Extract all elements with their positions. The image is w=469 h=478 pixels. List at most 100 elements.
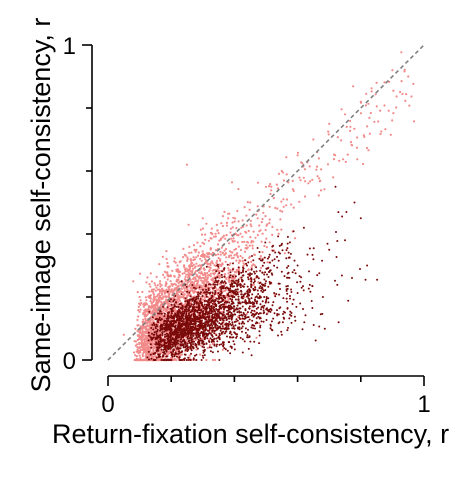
dark-series-point xyxy=(252,305,255,308)
dark-series-point xyxy=(278,244,281,247)
dark-series-point xyxy=(215,308,218,310)
dark-series-point xyxy=(259,269,262,272)
light-series-point xyxy=(223,210,226,213)
light-series-point xyxy=(148,325,151,328)
dark-series-point xyxy=(185,315,188,318)
dark-series-point xyxy=(154,336,157,339)
light-series-point xyxy=(410,95,413,98)
dark-series-point xyxy=(202,322,204,325)
light-series-point xyxy=(252,283,255,286)
dark-series-point xyxy=(208,346,211,349)
light-series-point xyxy=(326,163,330,166)
dark-series-point xyxy=(203,354,206,357)
dark-series-point xyxy=(229,297,232,300)
dark-series-point xyxy=(290,291,293,293)
light-series-point xyxy=(196,241,199,244)
dark-series-point xyxy=(257,306,260,309)
light-series-point xyxy=(206,346,209,350)
dark-series-point xyxy=(179,312,182,315)
dark-series-point xyxy=(192,346,195,349)
light-series-point xyxy=(199,344,202,347)
dark-series-point xyxy=(236,304,239,307)
light-series-point xyxy=(174,349,178,352)
light-series-point xyxy=(142,341,145,344)
dark-series-point xyxy=(253,305,256,308)
dark-series-point xyxy=(199,320,202,323)
dark-series-point xyxy=(300,286,303,289)
dark-series-point xyxy=(259,324,262,327)
light-series-point xyxy=(340,139,343,142)
light-series-point xyxy=(319,179,322,182)
light-series-point xyxy=(224,252,227,255)
dark-series-point xyxy=(239,286,242,289)
dark-series-point xyxy=(160,348,163,351)
dark-series-point xyxy=(185,304,188,307)
dark-series-point xyxy=(196,331,199,334)
dark-series-point xyxy=(223,268,225,271)
dark-series-point xyxy=(231,314,234,317)
dark-series-point xyxy=(271,249,274,252)
dark-series-point xyxy=(286,287,289,290)
light-series-point xyxy=(139,348,143,351)
dark-series-point xyxy=(213,337,216,340)
dark-series-point xyxy=(252,301,255,304)
light-series-point xyxy=(205,358,208,362)
dark-series-point xyxy=(258,251,261,253)
dark-series-point xyxy=(186,310,189,312)
dark-series-point xyxy=(217,308,220,311)
light-series-point xyxy=(156,288,159,291)
dark-series-point xyxy=(286,242,289,245)
dark-series-point xyxy=(186,301,189,304)
dark-series-point xyxy=(185,345,188,347)
light-series-point xyxy=(391,119,394,122)
dark-series-point xyxy=(250,285,253,288)
dark-series-point xyxy=(184,322,187,325)
dark-series-point xyxy=(251,319,254,322)
dark-series-point xyxy=(174,305,177,308)
dark-series-point xyxy=(187,356,190,359)
dark-series-point xyxy=(207,312,210,315)
light-series-point xyxy=(144,310,147,313)
light-series-point xyxy=(195,262,198,265)
dark-series-point xyxy=(172,306,175,309)
light-series-point xyxy=(349,119,352,123)
light-series-point xyxy=(259,255,262,258)
dark-series-point xyxy=(174,345,177,348)
light-series-point xyxy=(181,272,184,275)
light-series-point xyxy=(150,315,153,318)
dark-series-point xyxy=(218,296,221,299)
dark-series-point xyxy=(186,325,189,328)
dark-series-point xyxy=(165,317,168,320)
dark-series-point xyxy=(234,282,237,285)
dark-series-point xyxy=(178,356,181,359)
light-series-point xyxy=(189,259,192,262)
light-series-point xyxy=(191,267,195,270)
dark-series-point xyxy=(187,333,190,336)
light-series-point xyxy=(318,177,321,180)
dark-series-point xyxy=(149,343,152,346)
dark-series-point xyxy=(218,316,221,319)
dark-series-point xyxy=(283,275,286,278)
light-series-point xyxy=(256,205,259,208)
light-series-point xyxy=(200,288,203,291)
light-series-point xyxy=(219,259,222,262)
dark-series-point xyxy=(201,345,204,348)
light-series-point xyxy=(353,127,356,130)
dark-series-point xyxy=(292,230,295,233)
dark-series-point xyxy=(168,323,171,326)
dark-series-point xyxy=(261,264,264,267)
dark-series-point xyxy=(197,295,200,298)
light-series-point xyxy=(188,354,191,357)
light-series-point xyxy=(196,274,199,277)
dark-series-point xyxy=(194,300,197,303)
dark-series-point xyxy=(208,283,211,286)
light-series-point xyxy=(221,236,224,239)
dark-series-point xyxy=(251,309,253,312)
dark-series-point xyxy=(218,322,221,325)
dark-series-point xyxy=(246,316,249,319)
dark-series-point xyxy=(262,283,265,286)
light-series-point xyxy=(146,324,149,327)
dark-series-point xyxy=(321,259,324,262)
dark-series-point xyxy=(223,332,226,335)
light-series-point xyxy=(236,241,239,244)
